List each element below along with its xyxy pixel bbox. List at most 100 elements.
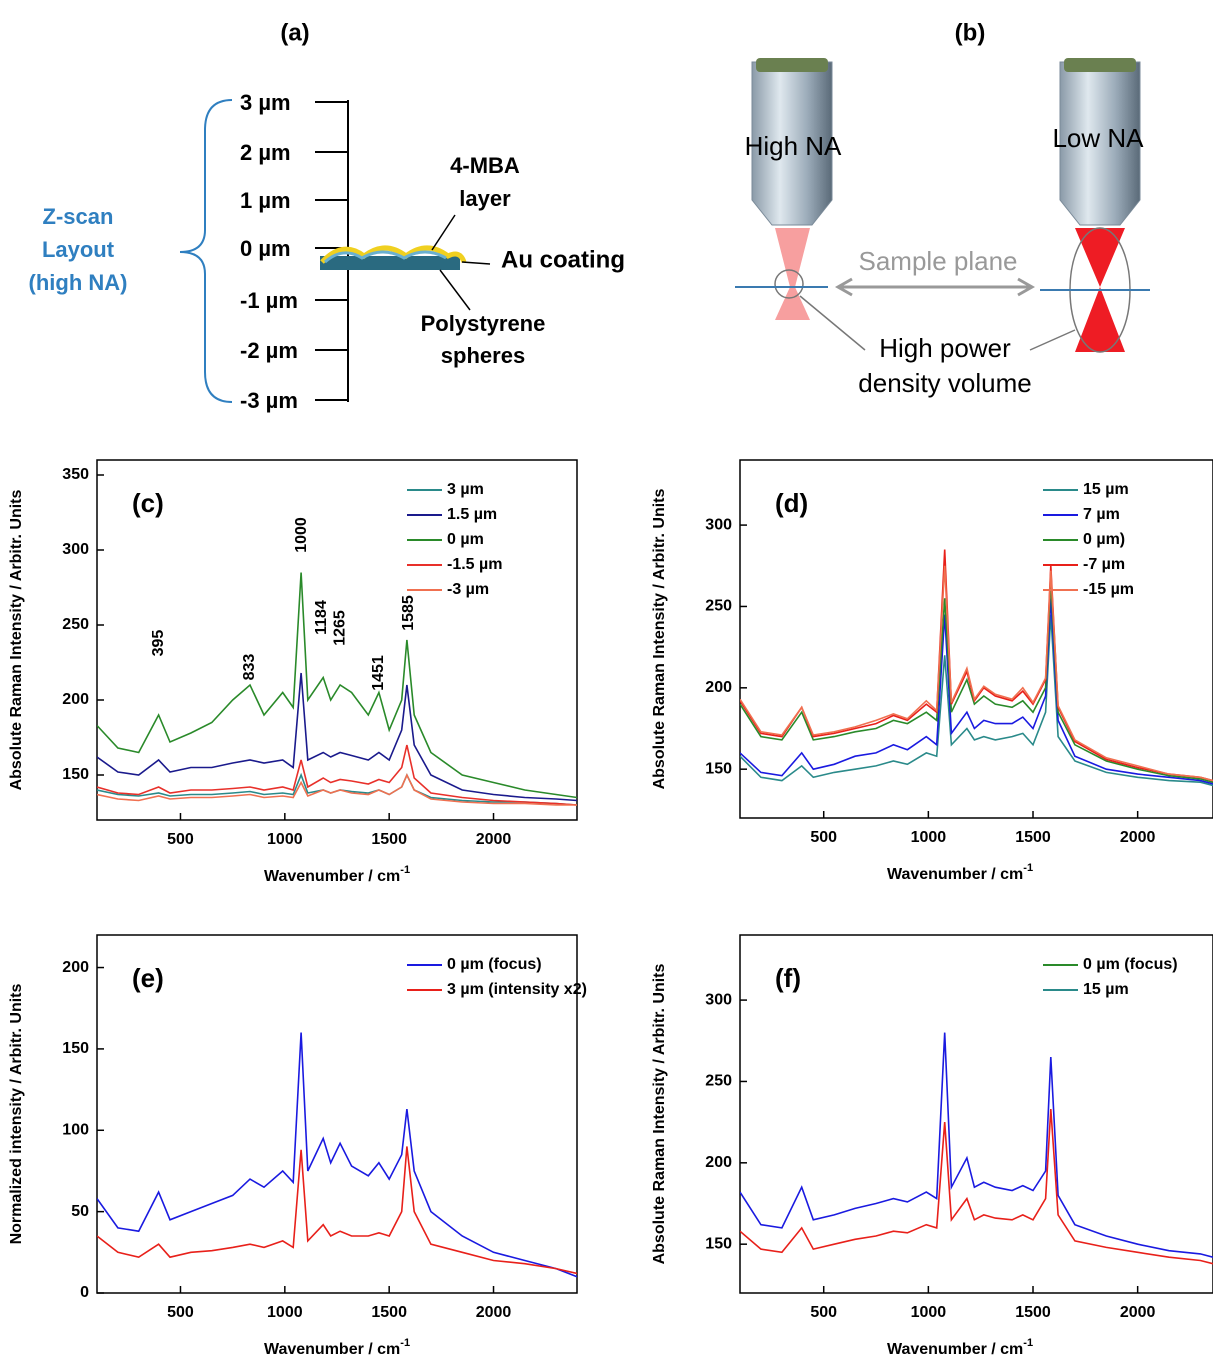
y-tick-label: 0 [80, 1284, 89, 1301]
spectrum-line [740, 581, 1213, 783]
panel-label: (b) [955, 19, 986, 46]
y-tick-label: 250 [705, 598, 732, 615]
focus-ring [774, 269, 804, 299]
y-tick-label: 50 [71, 1203, 89, 1220]
spectrum-line [740, 1032, 1213, 1258]
double-arrow [834, 277, 1036, 297]
x-axis-label: Wavenumber / cm-1 [887, 1337, 1033, 1358]
legend-label: -3 µm [447, 581, 489, 598]
y-tick-label: 150 [62, 766, 89, 783]
x-tick-label: 2000 [1120, 1304, 1156, 1321]
side-text: Z-scan [43, 204, 114, 229]
objective-text: Low NA [1052, 123, 1144, 153]
peak-label: 1265 [331, 610, 348, 646]
legend-label: -15 µm [1083, 581, 1134, 598]
spectrum-line [97, 672, 577, 802]
y-tick-label: 150 [705, 1235, 732, 1252]
spectrum-line [740, 614, 1213, 787]
z-label: -1 µm [240, 288, 298, 313]
objective [751, 61, 833, 226]
z-label: 3 µm [240, 90, 291, 115]
spectrum-line [740, 565, 1213, 782]
x-tick-label: 2000 [476, 831, 512, 848]
legend-label: 15 µm [1083, 981, 1129, 998]
z-label: -2 µm [240, 338, 298, 363]
volume-text: High power [879, 333, 1011, 363]
y-tick-label: 300 [62, 541, 89, 558]
legend-label: 0 µm (focus) [447, 956, 542, 973]
spectrum-line [97, 1146, 577, 1275]
layer-text: 4-MBA [450, 153, 520, 178]
panel-label: (e) [132, 963, 164, 993]
legend-label: 7 µm [1083, 506, 1120, 523]
x-tick-label: 1000 [911, 829, 947, 846]
legend-label: 3 µm [447, 481, 484, 498]
panel-label: (f) [775, 963, 801, 993]
spectrum-line [740, 549, 1213, 782]
chart: 500 1000 1500 2000 150 200 250 300 350 Wavenumber… [8, 459, 578, 885]
y-tick-label: 200 [62, 691, 89, 708]
x-axis-label-sup: -1 [1023, 862, 1033, 874]
leader [799, 295, 1076, 351]
y-tick-label: 250 [62, 616, 89, 633]
y-tick-label: 200 [705, 679, 732, 696]
charts: 500 1000 1500 2000150200250300350Wavenumber… [8, 459, 1213, 1358]
coating-text: Au coating [501, 246, 625, 273]
legend-label: -1.5 µm [447, 556, 502, 573]
y-axis-label: Absolute Raman Intensity / Arbitr. Units [651, 964, 668, 1265]
sphere-text: spheres [441, 343, 525, 368]
spectrum-line [740, 1109, 1213, 1265]
spectrum-line [97, 773, 577, 806]
objective-text: High NA [745, 131, 842, 161]
y-tick-label: 150 [705, 760, 732, 777]
objective-cap [1064, 58, 1136, 72]
y-axis-label: Absolute Raman Intensity / Arbitr. Units [8, 490, 25, 791]
x-axis-label: Wavenumber / cm-1 [264, 864, 410, 885]
legend-label: -7 µm [1083, 556, 1125, 573]
legend-label: 0 µm [447, 531, 484, 548]
y-tick-label: 100 [62, 1121, 89, 1138]
spectrum-line [97, 744, 577, 806]
y-tick-label: 300 [705, 991, 732, 1008]
plot-frame [96, 459, 578, 821]
x-axis-label: Wavenumber / cm-1 [887, 862, 1033, 883]
spectrum-line [97, 572, 577, 799]
y-axis-label: Normalized intensity / Arbitr. Units [8, 984, 25, 1245]
plane-text: Sample plane [859, 246, 1018, 276]
legend-label: 15 µm [1083, 481, 1129, 498]
peak-label: 1000 [293, 517, 310, 553]
plot-frame [739, 459, 1213, 819]
panel-b: (b) High NA Low NA Sample plane High pow… [735, 19, 1150, 398]
peak-label: 395 [150, 630, 167, 657]
x-axis-label-text: Wavenumber / cm [264, 868, 400, 885]
x-axis-label-sup: -1 [400, 864, 410, 876]
x-tick-label: 1000 [267, 831, 303, 848]
peak-label: 833 [241, 654, 258, 681]
volume-text: density volume [858, 368, 1031, 398]
peak-label: 1585 [400, 595, 417, 631]
side-text: (high NA) [29, 270, 128, 295]
plot-frame [96, 934, 578, 1294]
panel-a: (a) 3 µm 2 µm 1 µm 0 µm -1 µm -2 µm -3 µ… [29, 19, 625, 412]
x-tick-label: 1500 [1015, 1304, 1051, 1321]
x-axis-label-sup: -1 [1023, 1337, 1033, 1349]
leader [431, 214, 456, 251]
x-tick-label: 1500 [371, 831, 407, 848]
legend-label: 0 µm (focus) [1083, 956, 1178, 973]
chart: 500 1000 1500 2000 0 50 100 150 200 Wavenumber / … [8, 934, 587, 1358]
objective-cap [756, 58, 828, 72]
x-axis-label: Wavenumber / cm-1 [264, 1337, 410, 1358]
panel-label: (c) [132, 488, 164, 518]
peak-label: 1184 [313, 600, 330, 635]
x-tick-label: 500 [810, 1304, 837, 1321]
x-axis-label-text: Wavenumber / cm [887, 866, 1023, 883]
beam [775, 228, 810, 320]
x-tick-label: 1000 [267, 1304, 303, 1321]
brace [179, 99, 233, 403]
sample [320, 245, 467, 270]
chart: 500 1000 1500 2000 150 200 250 300 Wavenumber / … [651, 934, 1213, 1358]
z-label: 1 µm [240, 188, 291, 213]
z-label: -3 µm [240, 388, 298, 413]
x-tick-label: 500 [167, 1304, 194, 1321]
